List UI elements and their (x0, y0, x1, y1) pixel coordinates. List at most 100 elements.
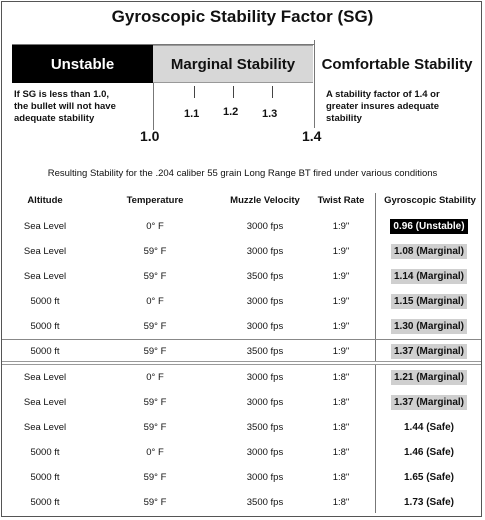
velocity-cell: 3500 fps (246, 422, 284, 433)
stability-cell: 1.08 (Marginal) (376, 244, 482, 259)
unstable-description-line: If SG is less than 1.0, (14, 89, 110, 100)
stability-cell: 1.30 (Marginal) (376, 319, 482, 334)
row-separator (2, 339, 481, 340)
comfortable-description-line: greater insures adequate (326, 101, 439, 112)
stability-badge: 1.08 (Marginal) (390, 244, 468, 259)
temperature-cell: 0° F (146, 221, 164, 232)
velocity-cell: 3500 fps (246, 271, 284, 282)
temperature-cell: 0° F (146, 372, 164, 383)
temperature-cell: 59° F (143, 397, 167, 408)
temperature-cell: 59° F (143, 472, 167, 483)
twist-cell: 1:9" (332, 246, 350, 257)
comfortable-description-line: A stability factor of 1.4 or (326, 89, 440, 100)
stability-badge: 1.21 (Marginal) (390, 370, 468, 385)
stability-badge: 1.65 (Safe) (403, 472, 455, 483)
twist-cell: 1:8" (332, 497, 350, 508)
tick-label-1-4: 1.4 (302, 128, 322, 144)
scale-top-border (12, 44, 314, 45)
velocity-cell: 3000 fps (246, 397, 284, 408)
stability-badge: 1.37 (Marginal) (390, 344, 468, 359)
altitude-cell: 5000 ft (30, 472, 60, 483)
velocity-cell: 3000 fps (246, 447, 284, 458)
twist-cell: 1:8" (332, 422, 350, 433)
stability-badge: 1.15 (Marginal) (390, 294, 468, 309)
altitude-cell: Sea Level (23, 397, 67, 408)
stability-column-divider (375, 193, 376, 513)
band-comfortable: Comfortable Stability (314, 45, 480, 83)
temperature-cell: 0° F (146, 296, 164, 307)
temperature-cell: 59° F (143, 346, 167, 357)
velocity-cell: 3000 fps (246, 472, 284, 483)
stability-cell: 0.96 (Unstable) (376, 219, 482, 234)
stability-cell: 1.73 (Safe) (376, 495, 482, 510)
stability-cell: 1.65 (Safe) (376, 470, 482, 485)
altitude-cell: 5000 ft (30, 346, 60, 357)
stability-badge: 1.44 (Safe) (403, 422, 455, 433)
twist-cell: 1:8" (332, 372, 350, 383)
altitude-cell: 5000 ft (30, 296, 60, 307)
altitude-cell: Sea Level (23, 246, 67, 257)
header-twist-rate: Twist Rate (317, 195, 365, 206)
divider-1-0 (153, 83, 154, 130)
altitude-cell: 5000 ft (30, 321, 60, 332)
temperature-cell: 59° F (143, 422, 167, 433)
band-marginal: Marginal Stability (153, 45, 313, 83)
header-altitude: Altitude (27, 195, 63, 206)
tick-mark (233, 86, 234, 98)
stability-cell: 1.37 (Marginal) (376, 344, 482, 359)
stability-badge: 1.46 (Safe) (403, 447, 455, 458)
velocity-cell: 3000 fps (246, 296, 284, 307)
stability-cell: 1.37 (Marginal) (376, 395, 482, 410)
tick-mark (194, 86, 195, 98)
stability-badge: 1.37 (Marginal) (390, 395, 468, 410)
altitude-cell: Sea Level (23, 221, 67, 232)
velocity-cell: 3000 fps (246, 246, 284, 257)
twist-cell: 1:9" (332, 321, 350, 332)
stability-cell: 1.44 (Safe) (376, 420, 482, 435)
velocity-cell: 3500 fps (246, 346, 284, 357)
divider-1-4 (314, 40, 315, 128)
twist-cell: 1:8" (332, 397, 350, 408)
temperature-cell: 59° F (143, 497, 167, 508)
velocity-cell: 3000 fps (246, 372, 284, 383)
twist-cell: 1:9" (332, 221, 350, 232)
altitude-cell: 5000 ft (30, 497, 60, 508)
twist-cell: 1:9" (332, 296, 350, 307)
tick-label-1-0: 1.0 (140, 128, 160, 144)
altitude-cell: 5000 ft (30, 447, 60, 458)
velocity-cell: 3500 fps (246, 497, 284, 508)
twist-cell: 1:9" (332, 346, 350, 357)
tick-label-1-2: 1.2 (223, 106, 239, 118)
stability-cell: 1.15 (Marginal) (376, 294, 482, 309)
page-title: Gyroscopic Stability Factor (SG) (111, 7, 374, 26)
altitude-cell: Sea Level (23, 372, 67, 383)
comfortable-description-line: stability (326, 113, 362, 124)
band-unstable: Unstable (12, 45, 153, 83)
unstable-description-line: the bullet will not have (14, 101, 116, 112)
stability-badge: 1.14 (Marginal) (390, 269, 468, 284)
tick-mark (272, 86, 273, 98)
stability-cell: 1.21 (Marginal) (376, 370, 482, 385)
group-separator (2, 361, 481, 365)
header-temperature: Temperature (126, 195, 184, 206)
stability-badge: 1.73 (Safe) (403, 497, 455, 508)
temperature-cell: 59° F (143, 246, 167, 257)
stability-badge: 1.30 (Marginal) (390, 319, 468, 334)
velocity-cell: 3000 fps (246, 221, 284, 232)
tick-label-1-1: 1.1 (184, 108, 200, 120)
temperature-cell: 59° F (143, 271, 167, 282)
stability-cell: 1.14 (Marginal) (376, 269, 482, 284)
temperature-cell: 0° F (146, 447, 164, 458)
unstable-description: If SG is less than 1.0, the bullet will … (14, 89, 116, 125)
twist-cell: 1:8" (332, 472, 350, 483)
temperature-cell: 59° F (143, 321, 167, 332)
header-gyroscopic-stability: Gyroscopic Stability (384, 195, 476, 206)
header-muzzle-velocity: Muzzle Velocity (230, 195, 300, 206)
comfortable-description: A stability factor of 1.4 or greater ins… (326, 89, 440, 125)
unstable-description-line: adequate stability (14, 113, 95, 124)
table-caption: Resulting Stability for the .204 caliber… (47, 168, 438, 179)
velocity-cell: 3000 fps (246, 321, 284, 332)
stability-cell: 1.46 (Safe) (376, 445, 482, 460)
twist-cell: 1:9" (332, 271, 350, 282)
